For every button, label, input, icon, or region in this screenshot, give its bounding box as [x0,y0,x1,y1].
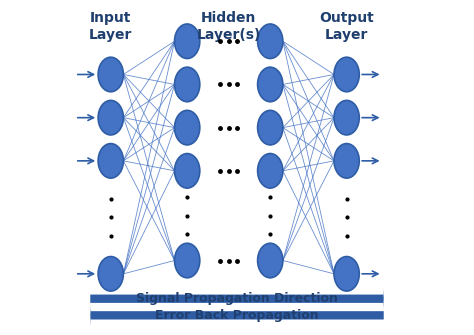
Text: Error Back Propagation: Error Back Propagation [155,309,319,322]
Ellipse shape [334,144,359,178]
Ellipse shape [174,153,200,188]
Text: Signal Propagation Direction: Signal Propagation Direction [136,292,338,305]
Text: Output
Layer: Output Layer [319,11,374,42]
Ellipse shape [257,24,283,59]
Ellipse shape [334,257,359,291]
Ellipse shape [98,257,123,291]
Ellipse shape [98,57,123,92]
Ellipse shape [174,24,200,59]
Ellipse shape [257,153,283,188]
Ellipse shape [174,243,200,278]
Ellipse shape [98,144,123,178]
Text: Hidden
Layer(s): Hidden Layer(s) [197,11,261,42]
Ellipse shape [257,110,283,145]
Ellipse shape [334,57,359,92]
Text: Input
Layer: Input Layer [89,11,132,42]
Ellipse shape [98,100,123,135]
Ellipse shape [174,67,200,102]
Ellipse shape [174,110,200,145]
Ellipse shape [257,243,283,278]
Ellipse shape [257,67,283,102]
Ellipse shape [334,100,359,135]
